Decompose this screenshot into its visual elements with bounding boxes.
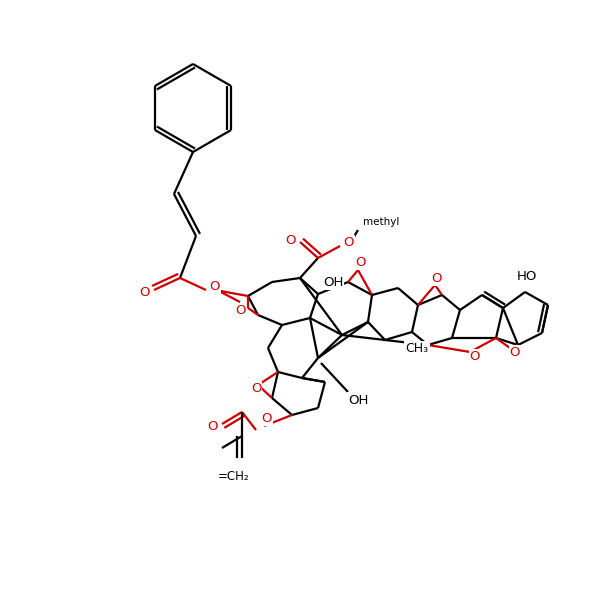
Text: CH₃: CH₃ — [406, 341, 428, 355]
Text: methyl: methyl — [363, 217, 400, 227]
Text: O: O — [432, 271, 442, 284]
Text: O: O — [251, 382, 261, 395]
Text: =CH₂: =CH₂ — [218, 470, 250, 483]
Text: O: O — [355, 256, 365, 269]
Text: O: O — [210, 280, 220, 292]
Text: O: O — [262, 412, 272, 425]
Text: O: O — [470, 350, 480, 364]
Text: O: O — [286, 233, 296, 247]
Text: OH: OH — [323, 275, 343, 289]
Text: HO: HO — [517, 271, 537, 283]
Text: OH: OH — [348, 394, 368, 407]
Text: O: O — [207, 421, 217, 433]
Text: O: O — [344, 236, 354, 250]
Text: O: O — [510, 346, 520, 359]
Text: O: O — [140, 286, 150, 298]
Text: O: O — [235, 304, 245, 317]
